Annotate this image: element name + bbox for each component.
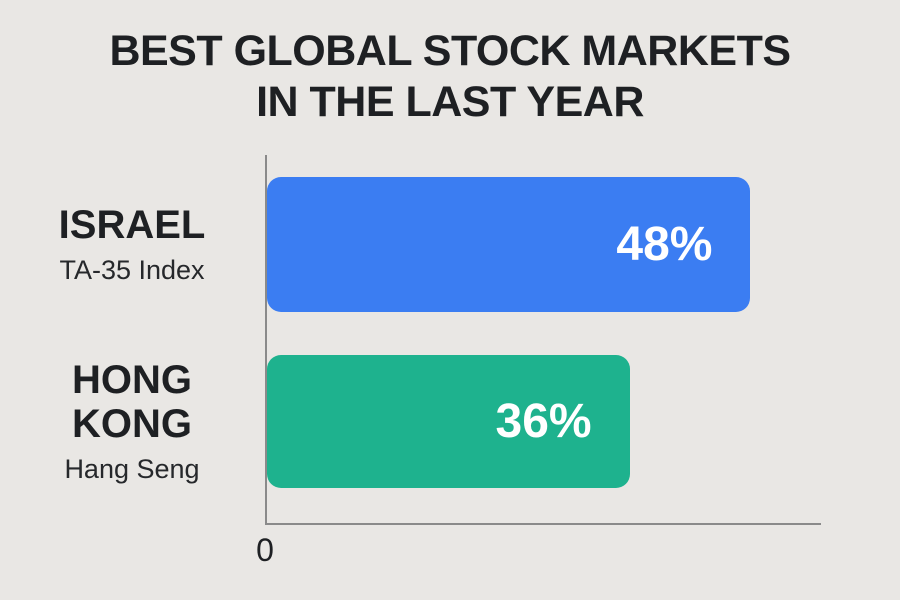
chart-title-line-1: BEST GLOBAL STOCK MARKETS [109,27,791,75]
bar-value-label: 36% [495,395,592,448]
category-sublabel: Hang Seng [64,454,200,484]
category-label-hong-kong: HONG KONG Hang Seng [18,355,246,488]
category-sublabel: TA-35 Index [59,255,205,285]
category-label-israel: ISRAEL TA-35 Index [18,177,246,312]
category-name: ISRAEL [58,203,206,247]
chart-title-line-2: IN THE LAST YEAR [256,77,644,126]
category-name: HONG KONG [72,358,192,446]
x-axis-origin-label: 0 [256,532,274,568]
bar-value-label: 48% [616,218,713,271]
plot-area: 48% 36% [265,155,821,525]
bar-israel: 48% [267,177,751,312]
bar-hong-kong: 36% [267,355,630,488]
chart-title: BEST GLOBAL STOCK MARKETS IN THE LAST YE… [0,26,900,127]
